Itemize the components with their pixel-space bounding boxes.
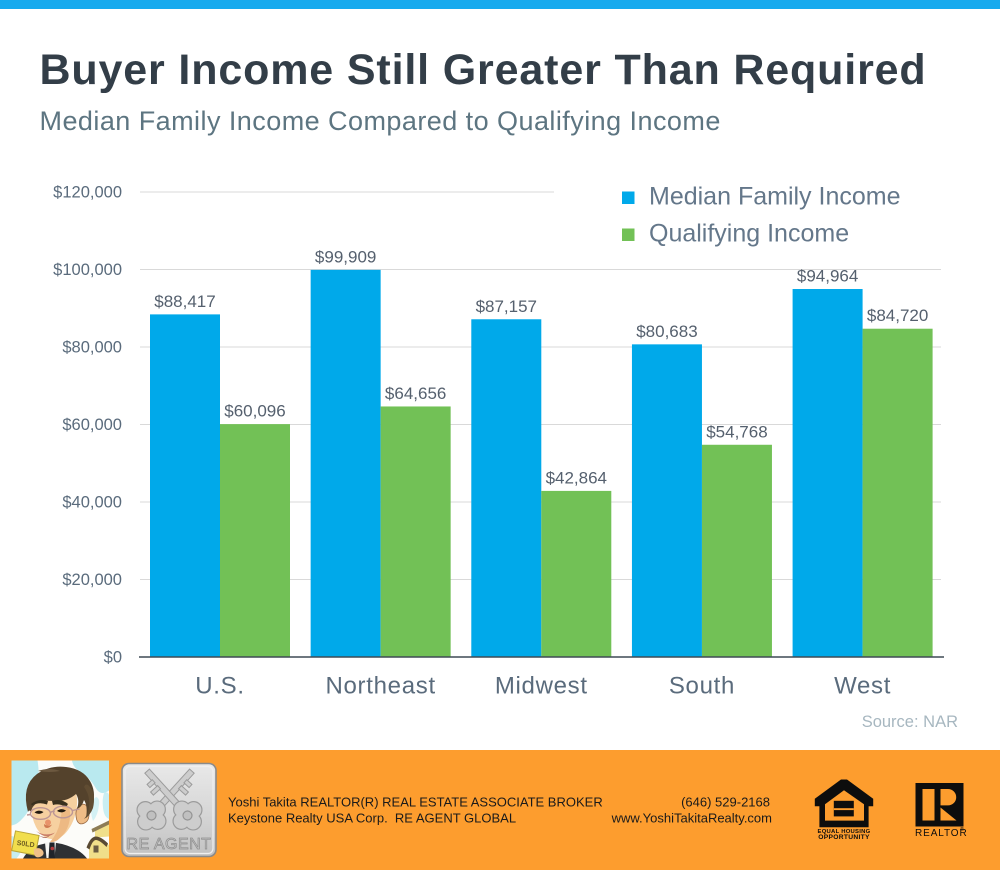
svg-text:S0LD: S0LD (16, 840, 35, 849)
svg-text:South: South (669, 673, 735, 700)
svg-text:Median Family Income Compared: Median Family Income Compared to Qualify… (40, 106, 721, 136)
svg-text:$80,683: $80,683 (636, 322, 697, 341)
svg-text:Midwest: Midwest (495, 673, 588, 700)
svg-text:$99,909: $99,909 (315, 247, 376, 266)
svg-text:REALTOR: REALTOR (915, 828, 968, 839)
svg-text:$88,417: $88,417 (154, 292, 215, 311)
svg-text:$100,000: $100,000 (53, 261, 122, 279)
svg-text:www.YoshiTakitaRealty.com: www.YoshiTakitaRealty.com (611, 811, 772, 826)
svg-text:$64,656: $64,656 (385, 384, 446, 403)
svg-text:Source: NAR: Source: NAR (862, 713, 958, 731)
svg-text:Yoshi Takita REALTOR(R) REAL E: Yoshi Takita REALTOR(R) REAL ESTATE ASSO… (228, 795, 603, 810)
svg-text:$94,964: $94,964 (797, 267, 858, 286)
svg-text:$84,720: $84,720 (867, 306, 928, 325)
svg-text:$0: $0 (104, 649, 122, 667)
svg-text:Northeast: Northeast (325, 673, 435, 700)
svg-text:Median Family Income: Median Family Income (649, 183, 900, 211)
svg-text:EQUAL HOUSING: EQUAL HOUSING (818, 829, 871, 835)
svg-text:(646) 529-2168: (646) 529-2168 (681, 795, 770, 810)
svg-text:$120,000: $120,000 (53, 184, 122, 202)
svg-text:®: ® (960, 826, 964, 833)
svg-text:$60,096: $60,096 (224, 402, 285, 421)
svg-text:Qualifying Income: Qualifying Income (649, 220, 849, 248)
svg-text:$40,000: $40,000 (62, 494, 122, 512)
svg-text:$54,768: $54,768 (706, 422, 767, 441)
svg-text:OPPORTUNITY: OPPORTUNITY (818, 834, 870, 841)
svg-text:$60,000: $60,000 (62, 416, 122, 434)
svg-text:U.S.: U.S. (195, 673, 244, 700)
svg-text:$80,000: $80,000 (62, 339, 122, 357)
svg-text:Keystone Realty USA Corp. RE: Keystone Realty USA Corp. RE AGENT GLOBA… (228, 811, 516, 826)
svg-text:Buyer Income Still Greater Tha: Buyer Income Still Greater Than Required (40, 46, 927, 94)
svg-text:$42,864: $42,864 (546, 468, 607, 487)
svg-text:$87,157: $87,157 (476, 297, 537, 316)
svg-text:RE AGENT: RE AGENT (127, 836, 212, 853)
svg-text:$20,000: $20,000 (62, 571, 122, 589)
svg-text:West: West (834, 673, 891, 700)
